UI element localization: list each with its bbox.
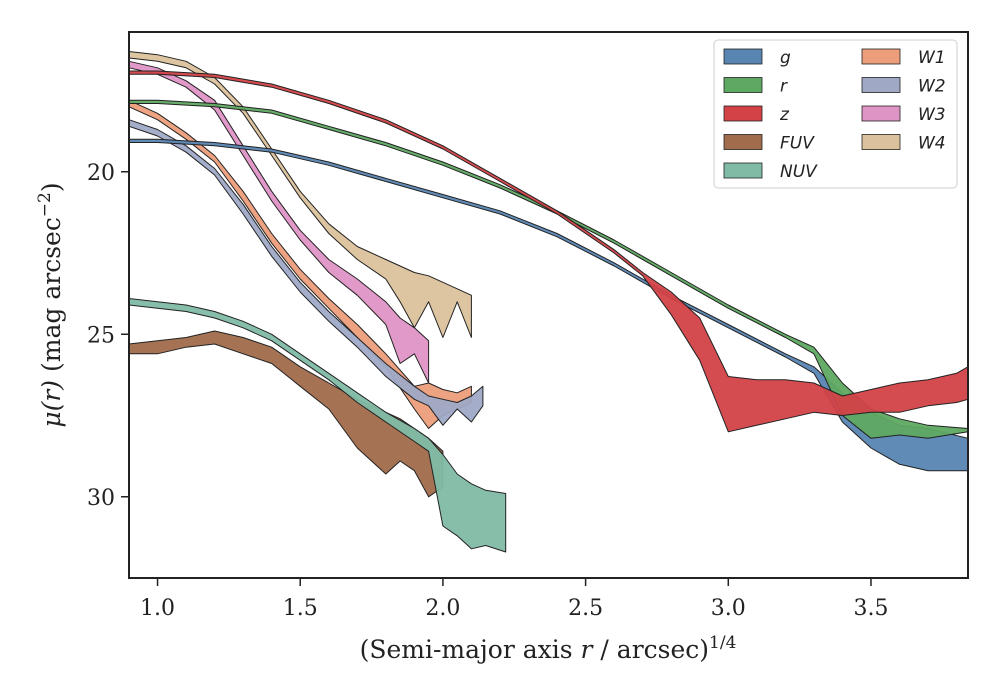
x-tick-label: 3.5	[853, 596, 888, 621]
legend-swatch-z	[723, 105, 763, 122]
band-w2	[128, 119, 484, 426]
legend-label-g: g	[780, 48, 791, 68]
profile-bands	[128, 51, 969, 553]
legend-swatch-g	[723, 48, 763, 65]
legend-label-w1: W1	[918, 48, 946, 68]
x-tick-label: 2.0	[425, 596, 460, 621]
x-axis: 1.0 1.5 2.0 2.5 3.0 3.5	[140, 578, 888, 621]
band-nuv	[128, 298, 507, 553]
band-g	[128, 138, 969, 472]
legend-label-nuv: NUV	[780, 162, 818, 182]
y-axis-label: μ(r) (mag arcsec−2)	[35, 182, 66, 427]
legend-label-r: r	[780, 77, 788, 97]
plot-frame	[128, 31, 969, 579]
x-tick-label: 1.5	[283, 596, 318, 621]
legend-swatch-fuv	[723, 134, 763, 150]
band-w3	[128, 60, 430, 384]
x-axis-label: (Semi-major axis r / arcsec)1/4	[360, 633, 737, 664]
legend-swatch-w4	[861, 134, 901, 150]
y-tick-label: 30	[87, 486, 115, 511]
legend: grz FUV NUV W1 W2 W3 W4	[713, 39, 958, 189]
legend-swatch-w3	[861, 105, 901, 122]
y-tick-label: 25	[87, 323, 115, 348]
y-tick-label: 20	[87, 161, 115, 186]
x-tick-label: 1.0	[140, 596, 175, 621]
band-w4	[128, 51, 472, 338]
legend-swatch-w2	[861, 77, 901, 93]
x-tick-label: 3.0	[711, 596, 746, 621]
legend-frame	[713, 39, 958, 189]
legend-label-z: z	[779, 105, 790, 125]
band-fuv	[128, 330, 444, 498]
legend-label-w4: W4	[918, 134, 946, 154]
legend-swatch-nuv	[723, 162, 763, 179]
legend-label-w2: W2	[918, 77, 946, 97]
legend-label-fuv: FUV	[780, 134, 815, 154]
legend-swatch-w1	[861, 48, 901, 65]
legend-swatch-r	[723, 77, 763, 93]
y-axis: 20 25 30	[87, 161, 129, 511]
legend-label-w3: W3	[918, 105, 946, 125]
x-tick-label: 2.5	[568, 596, 603, 621]
